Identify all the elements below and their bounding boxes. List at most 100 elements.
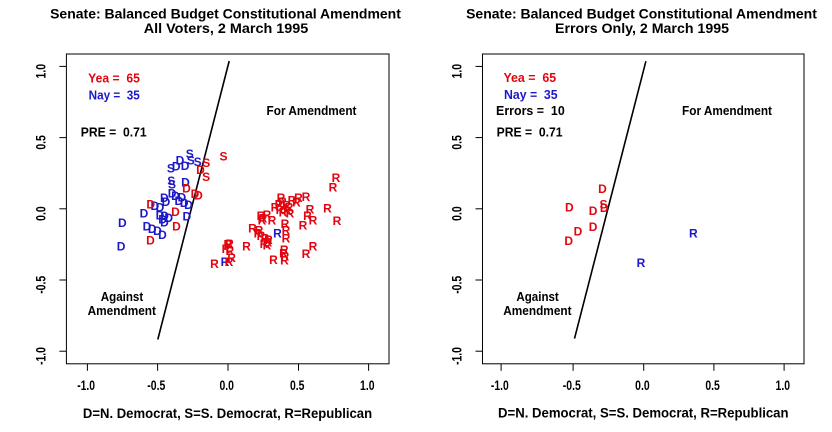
- svg-text:S: S: [202, 156, 210, 170]
- svg-text:R: R: [225, 237, 234, 251]
- svg-text:D=N. Democrat, S=S. Democrat,: D=N. Democrat, S=S. Democrat, R=Republic…: [498, 405, 789, 420]
- svg-text:0.0: 0.0: [219, 378, 234, 393]
- svg-text:R: R: [283, 204, 292, 218]
- svg-text:R: R: [259, 211, 268, 225]
- svg-text:1.0: 1.0: [360, 378, 375, 393]
- svg-text:All Voters, 2 March 1995: All Voters, 2 March 1995: [144, 20, 309, 36]
- svg-text:D: D: [156, 208, 165, 222]
- svg-text:D: D: [184, 198, 193, 212]
- svg-text:D=N. Democrat, S=S. Democrat,: D=N. Democrat, S=S. Democrat, R=Republic…: [83, 406, 372, 421]
- svg-text:D: D: [194, 188, 203, 202]
- svg-text:Senate: Balanced Budget Consti: Senate: Balanced Budget Constitutional A…: [50, 5, 401, 21]
- svg-text:D: D: [164, 211, 173, 225]
- svg-text:R: R: [292, 195, 301, 209]
- svg-text:R: R: [281, 217, 290, 231]
- svg-text:For Amendment: For Amendment: [682, 104, 773, 118]
- svg-text:R: R: [689, 226, 698, 240]
- svg-text:D: D: [181, 175, 190, 189]
- svg-text:1.0: 1.0: [450, 64, 465, 79]
- svg-text:R: R: [273, 226, 282, 240]
- svg-text:D: D: [160, 215, 169, 229]
- svg-text:R: R: [294, 191, 303, 205]
- svg-text:R: R: [271, 200, 280, 214]
- svg-text:D: D: [160, 191, 169, 205]
- svg-text:-0.5: -0.5: [147, 378, 165, 393]
- svg-text:R: R: [288, 193, 297, 207]
- svg-text:R: R: [210, 257, 219, 271]
- svg-text:D: D: [143, 219, 152, 233]
- svg-text:R: R: [258, 213, 267, 227]
- svg-text:R: R: [282, 198, 291, 212]
- svg-text:R: R: [280, 243, 289, 257]
- svg-text:D: D: [176, 153, 185, 167]
- svg-text:R: R: [278, 195, 287, 209]
- svg-text:R: R: [637, 256, 646, 270]
- svg-text:S: S: [167, 174, 175, 188]
- svg-text:D: D: [168, 187, 177, 201]
- svg-text:R: R: [329, 180, 338, 194]
- svg-text:R: R: [309, 239, 318, 253]
- svg-text:R: R: [309, 213, 318, 227]
- svg-text:R: R: [222, 242, 231, 256]
- svg-text:R: R: [264, 233, 273, 247]
- svg-text:R: R: [223, 238, 232, 252]
- svg-text:R: R: [303, 209, 312, 223]
- svg-text:R: R: [269, 253, 278, 267]
- svg-text:D: D: [565, 200, 574, 214]
- svg-text:R: R: [263, 208, 272, 222]
- svg-text:D: D: [598, 182, 607, 196]
- svg-text:R: R: [276, 203, 285, 217]
- svg-text:D: D: [564, 234, 573, 248]
- svg-text:S: S: [202, 170, 210, 184]
- svg-text:R: R: [225, 244, 234, 258]
- svg-text:R: R: [264, 235, 273, 249]
- svg-text:R: R: [275, 197, 284, 211]
- svg-text:R: R: [248, 221, 257, 235]
- svg-text:D: D: [150, 199, 159, 213]
- svg-text:R: R: [227, 251, 236, 265]
- svg-text:R: R: [257, 229, 266, 243]
- svg-text:R: R: [333, 214, 342, 228]
- svg-text:S: S: [186, 147, 194, 161]
- svg-text:Errors = 10: Errors = 10: [496, 104, 565, 118]
- svg-text:D: D: [172, 220, 181, 234]
- svg-text:R: R: [268, 213, 277, 227]
- svg-text:D: D: [589, 204, 598, 218]
- svg-text:D: D: [171, 205, 180, 219]
- svg-text:R: R: [306, 202, 315, 216]
- svg-text:-0.5: -0.5: [34, 275, 49, 293]
- svg-text:0.5: 0.5: [450, 135, 465, 150]
- svg-text:R: R: [254, 226, 263, 240]
- svg-text:S: S: [167, 162, 175, 176]
- svg-text:-1.0: -1.0: [77, 378, 95, 393]
- svg-text:R: R: [225, 255, 234, 269]
- svg-text:0.0: 0.0: [635, 378, 650, 393]
- svg-text:R: R: [302, 247, 311, 261]
- svg-text:Against: Against: [516, 290, 559, 304]
- svg-text:-0.5: -0.5: [450, 275, 465, 293]
- svg-text:S: S: [168, 178, 176, 192]
- svg-text:D: D: [191, 187, 200, 201]
- svg-text:0.0: 0.0: [450, 206, 465, 221]
- svg-text:D: D: [146, 197, 155, 211]
- svg-text:D: D: [182, 209, 191, 223]
- svg-text:R: R: [242, 239, 251, 253]
- svg-text:R: R: [279, 246, 288, 260]
- svg-text:R: R: [255, 223, 264, 237]
- svg-text:D: D: [574, 224, 583, 238]
- svg-text:D: D: [196, 163, 205, 177]
- svg-text:1.0: 1.0: [776, 378, 791, 393]
- svg-text:D: D: [171, 189, 180, 203]
- svg-text:D: D: [181, 159, 190, 173]
- svg-text:D: D: [180, 196, 189, 210]
- svg-text:D: D: [177, 191, 186, 205]
- svg-text:D: D: [146, 233, 155, 247]
- svg-text:R: R: [221, 255, 230, 269]
- svg-text:For Amendment: For Amendment: [267, 104, 358, 118]
- svg-text:Amendment: Amendment: [503, 304, 572, 318]
- svg-text:D: D: [589, 220, 598, 234]
- svg-text:S: S: [187, 153, 195, 167]
- svg-text:D: D: [182, 181, 191, 195]
- svg-text:D: D: [156, 200, 165, 214]
- svg-text:D: D: [140, 207, 149, 221]
